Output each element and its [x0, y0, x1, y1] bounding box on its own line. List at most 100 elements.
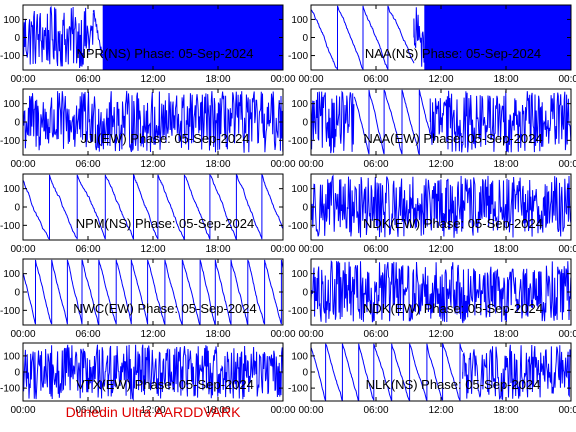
y-tick-label: 0: [14, 118, 20, 129]
x-tick-label: 12:00: [140, 244, 165, 255]
y-tick-label: -100: [0, 221, 20, 232]
phase-series-line: [311, 259, 571, 324]
x-tick-label: 00:00: [10, 329, 35, 340]
phase-series-line: [23, 259, 283, 325]
x-tick-label: 18:00: [493, 159, 518, 170]
x-tick-label: 18:00: [493, 329, 518, 340]
x-tick-label: 18:00: [205, 405, 230, 416]
panel-title: NPR(NS) Phase: 05-Sep-2024: [76, 46, 253, 61]
x-tick-label: 00:00: [270, 329, 295, 340]
y-tick-label: 0: [302, 368, 308, 379]
y-tick-label: 100: [3, 99, 20, 110]
x-tick-label: 12:00: [140, 74, 165, 85]
panel-3: 100 0 -100 00:00 06:00 12:00 18:00 00:00 JJI(EW)…: [0, 88, 296, 170]
y-tick-label: -100: [0, 384, 20, 395]
x-tick-label: 00:00: [558, 159, 576, 170]
panel-title: NDK(EW) Phase: 05-Sep-2024: [363, 216, 543, 231]
y-tick-label: -100: [288, 51, 308, 62]
x-tick-label: 00:00: [298, 244, 323, 255]
y-tick-label: -100: [288, 384, 308, 395]
y-tick-label: -100: [0, 51, 20, 62]
x-tick-label: 00:00: [558, 329, 576, 340]
panel-title: NPM(NS) Phase: 05-Sep-2024: [76, 216, 254, 231]
panel-1: 100 0 -100 00:00 06:00 12:00 18:00 00:00 NPR(NS)…: [0, 4, 296, 85]
x-tick-label: 00:00: [270, 74, 295, 85]
x-tick-label: 12:00: [140, 405, 165, 416]
y-tick-label: 100: [291, 99, 308, 110]
x-tick-label: 06:00: [363, 244, 388, 255]
x-tick-label: 06:00: [75, 159, 100, 170]
phase-series-line: [311, 89, 571, 155]
panel-10: 100 0 -100 00:00 06:00 12:00 18:00 00:00 NLK(NS)…: [288, 342, 576, 416]
x-tick-label: 00:00: [298, 159, 323, 170]
x-tick-label: 06:00: [75, 405, 100, 416]
x-tick-label: 06:00: [75, 244, 100, 255]
y-tick-label: -100: [288, 221, 308, 232]
panel-title: NDK(EW) Phase: 05-Sep-2024: [363, 301, 543, 316]
x-tick-label: 18:00: [493, 74, 518, 85]
panel-title: NAA(EW) Phase: 05-Sep-2024: [363, 131, 542, 146]
y-tick-label: 100: [3, 15, 20, 26]
x-tick-label: 00:00: [10, 244, 35, 255]
x-tick-label: 00:00: [10, 74, 35, 85]
x-tick-label: 00:00: [270, 159, 295, 170]
x-tick-label: 06:00: [363, 159, 388, 170]
x-tick-label: 00:00: [298, 74, 323, 85]
x-tick-label: 18:00: [493, 244, 518, 255]
panel-4: 100 0 -100 00:00 06:00 12:00 18:00 00:00 NAA(EW)…: [288, 88, 576, 170]
y-tick-label: -100: [288, 136, 308, 147]
x-tick-label: 12:00: [428, 74, 453, 85]
panel-7: 100 0 -100 00:00 06:00 12:00 18:00 00:00 NWC(EW)…: [0, 258, 296, 340]
x-tick-label: 00:00: [298, 329, 323, 340]
panel-6: 100 0 -100 00:00 06:00 12:00 18:00 00:00 NDK(EW)…: [288, 173, 576, 255]
y-tick-label: 0: [14, 368, 20, 379]
x-tick-label: 12:00: [140, 159, 165, 170]
x-tick-label: 00:00: [298, 405, 323, 416]
phase-series-line: [23, 5, 283, 70]
x-tick-label: 18:00: [205, 74, 230, 85]
panel-title: NWC(EW) Phase: 05-Sep-2024: [73, 301, 257, 316]
y-tick-label: 0: [302, 288, 308, 299]
panel-title: NAA(NS) Phase: 05-Sep-2024: [365, 46, 541, 61]
x-tick-label: 06:00: [363, 74, 388, 85]
y-tick-label: -100: [0, 136, 20, 147]
y-tick-label: 100: [3, 269, 20, 280]
x-tick-label: 00:00: [270, 244, 295, 255]
phase-series-line: [23, 174, 283, 240]
panel-title: NLK(NS) Phase: 05-Sep-2024: [366, 377, 541, 392]
y-tick-label: 100: [291, 184, 308, 195]
x-tick-label: 00:00: [10, 159, 35, 170]
y-tick-label: 100: [291, 269, 308, 280]
panel-title: JJI(EW) Phase: 05-Sep-2024: [80, 131, 249, 146]
footer-caption: Dunedin Ultra AARDDVARK: [65, 404, 241, 420]
x-tick-label: 06:00: [363, 329, 388, 340]
phase-series-line: [311, 174, 571, 238]
y-tick-label: -100: [0, 306, 20, 317]
phase-series-line: [23, 344, 283, 401]
x-tick-label: 18:00: [205, 329, 230, 340]
x-tick-label: 18:00: [205, 244, 230, 255]
x-tick-label: 00:00: [558, 405, 576, 416]
panel-title: VTX(EW) Phase: 05-Sep-2024: [76, 377, 254, 392]
y-tick-label: 100: [3, 184, 20, 195]
y-tick-label: 0: [302, 33, 308, 44]
y-tick-label: 100: [291, 15, 308, 26]
phase-series-line: [311, 5, 571, 70]
y-tick-label: 0: [14, 33, 20, 44]
phase-series-line: [23, 90, 283, 153]
x-tick-label: 00:00: [270, 405, 295, 416]
x-tick-label: 12:00: [428, 159, 453, 170]
x-tick-label: 12:00: [428, 244, 453, 255]
y-tick-label: 0: [14, 203, 20, 214]
x-tick-label: 12:00: [140, 329, 165, 340]
x-tick-label: 18:00: [493, 405, 518, 416]
y-tick-label: 0: [302, 118, 308, 129]
x-tick-label: 00:00: [10, 405, 35, 416]
x-tick-label: 12:00: [428, 329, 453, 340]
x-tick-label: 00:00: [558, 244, 576, 255]
y-tick-label: 0: [14, 288, 20, 299]
phase-series-line: [311, 343, 571, 401]
x-tick-label: 12:00: [428, 405, 453, 416]
panel-5: 100 0 -100 00:00 06:00 12:00 18:00 00:00 NPM(NS)…: [0, 173, 296, 255]
x-tick-label: 00:00: [558, 74, 576, 85]
